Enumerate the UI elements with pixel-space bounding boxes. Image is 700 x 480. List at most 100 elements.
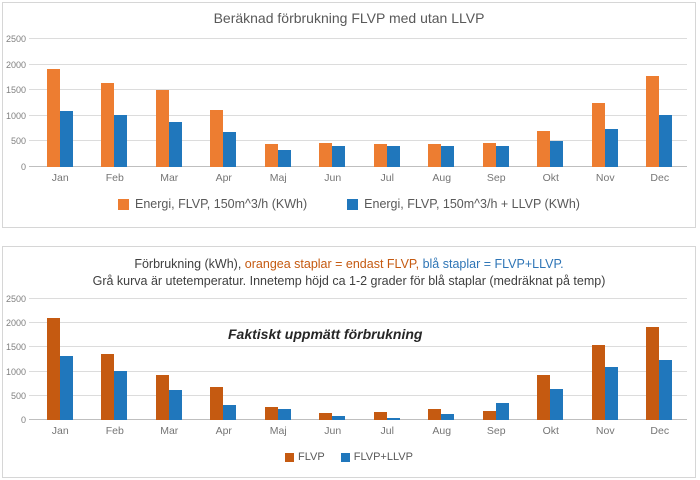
bars (33, 39, 687, 167)
gridline (29, 370, 687, 372)
bar-group-apr (210, 39, 237, 167)
top-plot-area (29, 38, 687, 167)
x-label: Nov (595, 172, 615, 184)
bar-group-dec (646, 39, 673, 167)
bar (386, 417, 400, 420)
chart-annotation: Faktiskt uppmätt förbrukning (228, 326, 423, 342)
bar (537, 375, 551, 420)
bar (101, 82, 115, 167)
legend-item-flvp-only: Energi, FLVP, 150m^3/h (KWh) (118, 197, 307, 211)
x-label: Jun (324, 172, 342, 184)
bar (319, 412, 333, 420)
header-line-2: Grå kurva är utetemperatur. Innetemp höj… (92, 274, 606, 288)
bar (264, 143, 278, 167)
legend-label: Energi, FLVP, 150m^3/h (KWh) (135, 197, 308, 211)
x-label: Dec (650, 172, 670, 184)
gridline (29, 140, 687, 142)
bar (332, 415, 346, 420)
bar (210, 387, 224, 420)
bar-group-okt (537, 299, 564, 420)
bar-group-okt (537, 39, 564, 167)
top-chart-title: Beräknad förbrukning FLVP med utan LLVP (213, 10, 485, 26)
bar (495, 146, 509, 167)
header-line1-blue-text: blå staplar = FLVP+LLVP. (419, 257, 564, 271)
header-line1-prefix: Förbrukning (kWh), (134, 257, 245, 271)
y-tick-label: 1000 (5, 366, 26, 377)
bar (46, 317, 60, 420)
bar (46, 68, 60, 167)
bar (428, 143, 442, 167)
bar (537, 131, 551, 167)
blue-swatch-icon (340, 452, 350, 462)
bar-group-apr (210, 299, 237, 420)
bar-group-jan (46, 39, 74, 167)
bar (210, 109, 224, 167)
legend-item-flvp: FLVP (285, 451, 325, 463)
bar (155, 375, 169, 420)
top-legend: Energi, FLVP, 150m^3/h (KWh) Energi, FLV… (3, 197, 695, 211)
x-label: Maj (269, 172, 287, 184)
y-tick-label: 500 (10, 390, 26, 401)
y-tick-label: 0 (20, 415, 26, 425)
bar (168, 389, 182, 420)
blue-swatch-icon (347, 198, 359, 210)
bar (114, 114, 128, 167)
x-label: Nov (595, 425, 615, 437)
x-label: Jun (324, 425, 342, 437)
bar (591, 102, 605, 167)
top-x-axis-labels: Jan Feb Mar Apr Maj Jun Jul Aug Sep Okt Nov Dec (33, 172, 687, 184)
gridline (29, 63, 687, 65)
header-line-1: Förbrukning (kWh), orangea staplar = end… (3, 256, 695, 273)
legend-label: FLVP+LLVP (353, 451, 413, 463)
gridline (29, 322, 687, 324)
bar (277, 409, 291, 420)
bar (277, 149, 291, 167)
bar (168, 122, 182, 167)
bar-group-sep (482, 299, 510, 420)
gridline (29, 38, 687, 39)
x-label: Apr (215, 172, 232, 184)
bar (223, 132, 237, 167)
bars (33, 299, 687, 420)
gridline (29, 298, 687, 299)
bar (604, 366, 618, 420)
bar (646, 75, 660, 167)
bottom-y-axis: 0 500 1000 1500 2000 2500 (3, 294, 30, 425)
x-label: Apr (215, 425, 232, 437)
bar (59, 355, 73, 420)
bar (646, 327, 660, 420)
y-tick-label: 0 (20, 162, 26, 172)
y-tick-label: 1500 (5, 85, 26, 96)
bar (441, 413, 455, 420)
gridline (29, 394, 687, 396)
bar-group-maj (264, 39, 292, 167)
bottom-chart-header: Förbrukning (kWh), orangea staplar = end… (3, 256, 695, 290)
bar-group-jul (373, 299, 401, 420)
bar (319, 142, 333, 167)
top-chart-panel: Beräknad förbrukning FLVP med utan LLVP … (2, 2, 696, 228)
bar (482, 410, 496, 420)
gridline (29, 114, 687, 116)
y-tick-label: 2000 (5, 318, 26, 329)
bar (59, 111, 73, 167)
bar (373, 411, 387, 420)
y-tick-label: 2500 (5, 34, 26, 44)
bar-group-maj (264, 299, 292, 420)
bar-group-mar (155, 299, 183, 420)
gridline (29, 89, 687, 91)
bar-group-mar (155, 39, 183, 167)
x-label: Mar (160, 425, 179, 437)
x-label: Maj (269, 425, 287, 437)
x-label: Aug (432, 172, 452, 184)
header-line1-orange-text: orangea staplar = endast FLVP, (244, 257, 420, 271)
legend-item-flvp-llvp: Energi, FLVP, 150m^3/h + LLVP (KWh) (347, 197, 580, 211)
bar-group-jul (373, 39, 401, 167)
bar-group-feb (101, 299, 128, 420)
top-y-axis: 0 500 1000 1500 2000 2500 (3, 34, 30, 172)
y-tick-label: 2500 (5, 294, 26, 304)
x-label: Jan (51, 425, 69, 437)
bar (373, 143, 387, 167)
bar (223, 405, 237, 420)
bar (482, 142, 496, 167)
